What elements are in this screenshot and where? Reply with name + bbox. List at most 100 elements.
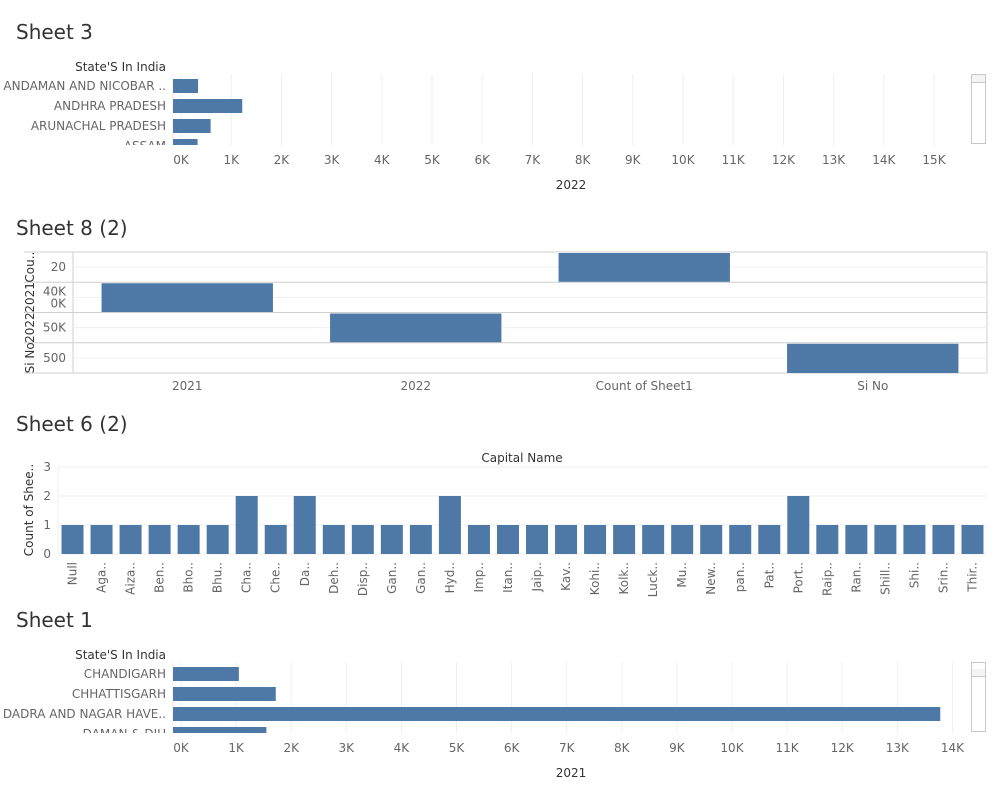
sheet-8-y-tick-label: 40K [43,284,67,298]
sheet-3-title: Sheet 3 [16,20,93,44]
sheet-3-x-tick-label: 1K [223,153,240,167]
sheet-6-category-label: Mu.. [675,562,689,588]
sheet-3-rows: ANDAMAN AND NICOBAR .. ANDHRA PRADESH ARUN… [3,79,243,153]
sheet-3-bar[interactable] [173,79,199,93]
sheet-8-column-label: Count of Sheet1 [596,379,693,393]
sheet-6-category-label: Null [66,562,80,585]
sheet-3-x-tick-label: 15K [922,153,946,167]
sheet-1-category-label: DADRA AND NAGAR HAVE.. [3,707,166,721]
sheet-3-scrollbar[interactable] [971,74,986,144]
sheet-8-bar [330,313,502,343]
sheet-1-x-tick-label: 4K [394,741,411,755]
sheet-8-bar [101,283,273,313]
sheet-6-bar [148,525,171,554]
sheet-3-category-label: ASSAM [124,139,166,153]
sheet-1-rows: CHANDIGARH CHHATTISGARH DADRA AND NAGAR HA… [3,667,941,741]
sheet-6-bar [555,525,578,554]
sheet-6-bar [526,525,549,554]
sheet-1-scrollbar[interactable] [971,662,986,732]
sheet-1-x-axis-title: 2021 [556,766,587,780]
sheet-6-y-tick-label: 3 [43,460,51,474]
sheet-6-category-label: Deh.. [327,562,341,594]
sheet-6-bar [961,525,984,554]
sheet-8-row-label: 2022 [23,312,37,343]
sheet-3-bar[interactable] [173,139,198,153]
sheet-6-bar [787,496,810,554]
sheet-6-category-label: Shi.. [907,562,921,588]
sheet-6-category-label: Che.. [269,562,283,593]
sheet-1-bar[interactable] [173,727,267,741]
sheet-6-y-tick-label: 0 [43,547,51,561]
sheet-6-bar [264,525,287,554]
sheet-6-bar [700,525,723,554]
sheet-3-x-tick-label: 8K [575,153,592,167]
sheet-8-y-tick-label: 500 [43,351,66,365]
sheet-1-scroll-thumb[interactable] [972,669,985,677]
sheet-3-x-tick-label: 6K [474,153,491,167]
sheet-6-category-label: Aiza.. [124,562,138,595]
sheet-8-bar [787,343,959,373]
sheet-6-bar [61,525,84,554]
sheet-6-category-label: Ran.. [849,562,863,593]
sheet-6-category-label: Kohi.. [588,562,602,595]
sheet-1-x-tick-label: 13K [886,741,910,755]
sheet-3-bar[interactable] [173,99,243,113]
sheet-3-x-tick-label: 11K [722,153,746,167]
sheet-6-category-label: Da.. [298,562,312,586]
sheet-8-y-tick-label: 0K [50,296,67,310]
sheet-1-title: Sheet 1 [16,608,93,632]
sheet-6-category-label: Hyd.. [443,562,457,593]
sheet-6-category-label: Ben.. [153,562,167,593]
sheet-3-x-tick-label: 3K [324,153,341,167]
sheet-1-bar[interactable] [173,667,239,681]
sheet-1-bar[interactable] [173,687,276,701]
sheet-3-category-label: ANDHRA PRADESH [54,99,166,113]
sheet-6-bar [322,525,345,554]
sheet-6-2-chart: Capital Name Count of Shee.. 0 1 2 3 Null Aga..… [22,451,987,597]
sheet-6-bar [467,525,490,554]
sheet-6-bar [671,525,694,554]
sheet-8-row-label: Si No [23,342,37,373]
sheet-8-column-label: 2022 [400,379,431,393]
sheet-6-bar [438,496,461,554]
sheet-6-bar [613,525,636,554]
sheet-1-row-header: State'S In India [75,648,166,662]
sheet-6-category-label: Jaip.. [530,562,544,592]
sheet-6-bar [874,525,897,554]
sheet-3-row-header: State'S In India [75,60,166,74]
sheet-6-2-title: Sheet 6 (2) [16,412,128,436]
sheet-3-x-tick-label: 0K [173,153,190,167]
sheet-1-x-tick-label: 12K [831,741,855,755]
sheet-6-category-label: Port.. [791,562,805,593]
sheet-6-category-label: Itan.. [501,562,515,593]
sheet-3-x-tick-label: 2K [274,153,291,167]
sheet-8-y-tick-label: 50K [43,321,67,335]
sheet-1-category-label: DAMAN & DIU [83,727,166,741]
sheet-6-category-label: Bho.. [182,562,196,593]
sheet-1-x-tick-label: 11K [776,741,800,755]
sheet-6-category-label: Shill.. [878,562,892,595]
sheet-3-x-tick-label: 7K [525,153,542,167]
sheet-6-bar [90,525,113,554]
sheet-3-x-tick-label: 12K [772,153,796,167]
sheet-6-category-label: Raip.. [820,562,834,596]
sheet-1-x-tick-label: 8K [614,741,631,755]
sheet-6-category-label: Aga.. [95,562,109,593]
sheet-3-scroll-thumb[interactable] [972,75,985,83]
sheet-1-bar[interactable] [173,707,941,721]
sheet-6-bar [351,525,374,554]
sheet-6-bar [235,496,258,554]
sheet-6-category-label: Pat.. [762,562,776,588]
sheet-1-chart: 0K 1K 2K 3K 4K 5K 6K 7K 8K 9K 10K 11K 12K 13K 14K State… [3,648,965,780]
sheet-3-category-label: ANDAMAN AND NICOBAR .. [3,79,166,93]
sheet-6-bar [206,525,229,554]
sheet-6-category-label: Bhu.. [211,562,225,593]
sheet-1-category-label: CHANDIGARH [84,667,166,681]
sheet-6-y-tick-label: 2 [43,489,51,503]
sheet-6-bar [932,525,955,554]
sheet-1-x-tick-label: 5K [449,741,466,755]
sheet-6-category-label: Kolk.. [617,562,631,595]
sheet-3-bar[interactable] [173,119,211,133]
sheet-6-category-label: Kav.. [559,562,573,591]
